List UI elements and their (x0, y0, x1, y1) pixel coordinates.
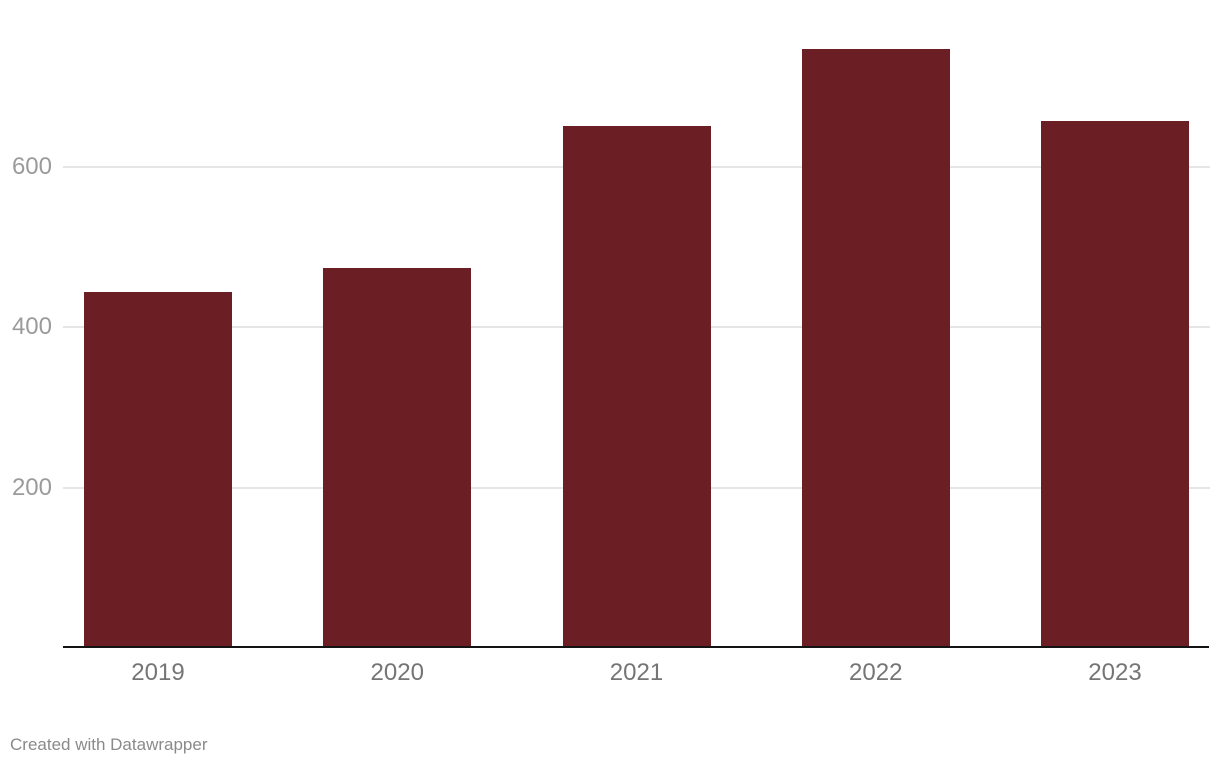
bar-2020[interactable] (323, 268, 472, 648)
x-axis-line (63, 646, 1209, 648)
y-axis-tick-label: 400 (11, 313, 52, 340)
bar-2019[interactable] (84, 292, 232, 648)
x-axis-tick-label: 2020 (370, 659, 424, 686)
x-axis-tick-label: 2019 (131, 659, 185, 686)
bar-2023[interactable] (1041, 120, 1189, 648)
datawrapper-credit-link[interactable]: Created with Datawrapper (10, 735, 208, 754)
x-axis-tick-label: 2021 (609, 659, 664, 686)
y-axis-tick-label: 600 (11, 152, 52, 180)
bar-2021[interactable] (562, 126, 711, 648)
x-axis-tick-label: 2022 (849, 659, 903, 686)
x-axis-tick-label: 2023 (1088, 659, 1142, 686)
y-axis-tick-label: 200 (11, 473, 52, 501)
bar-2022[interactable] (801, 48, 950, 648)
